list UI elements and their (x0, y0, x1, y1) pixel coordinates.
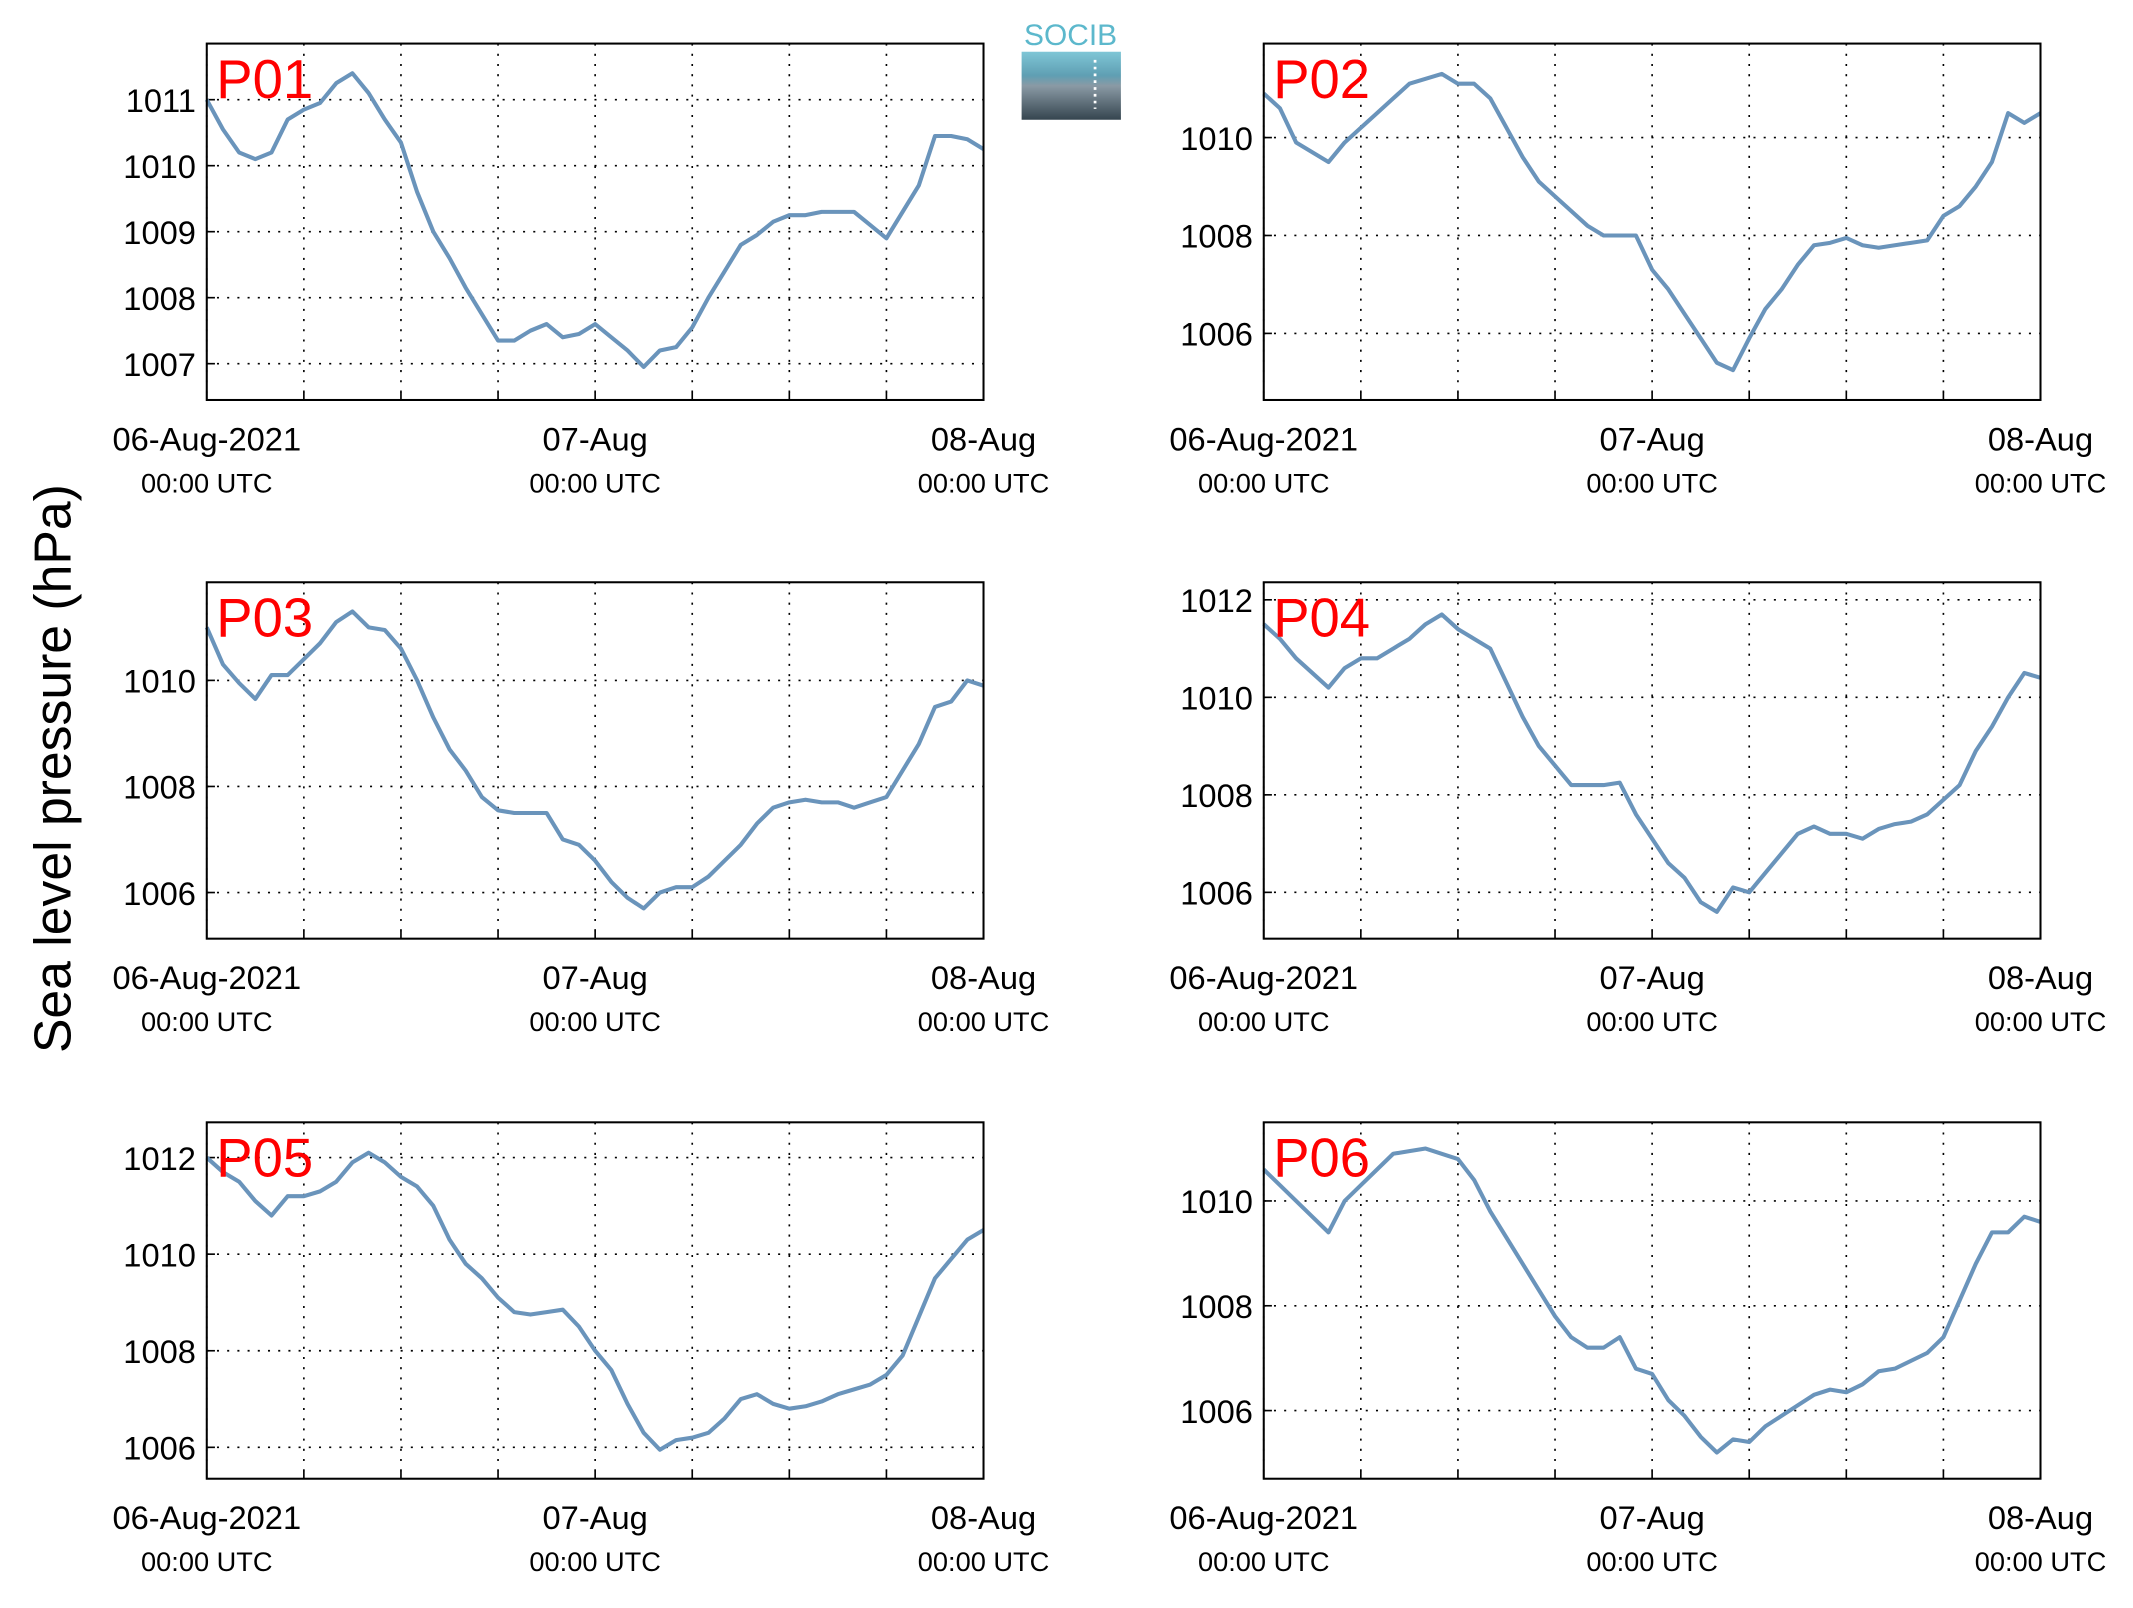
subplot: 1007 1008 1009 1010 1011 06-Aug-2021 00:00 UTC… (112, 42, 1049, 498)
line-series (1262, 71, 2042, 373)
x-tick-sublabel: 00:00 UTC (1586, 467, 1717, 498)
x-tick-label: 06-Aug-2021 (112, 1499, 301, 1536)
x-tick-label: 08-Aug (1988, 420, 2093, 457)
y-tick-label: 1008 (123, 769, 196, 806)
x-tick-label: 06-Aug-2021 (1169, 420, 1358, 457)
y-tick-label: 1006 (1180, 875, 1253, 912)
y-tick-label: 1006 (1180, 1393, 1253, 1430)
panel-title: P06 (1273, 1128, 1370, 1189)
y-tick-label: 1008 (123, 1333, 196, 1370)
subplot: 1006 1008 1010 06-Aug-2021 00:00 UTC 07-Aug 00… (112, 581, 1049, 1037)
x-tick-label: 07-Aug (1600, 959, 1705, 996)
x-tick-label: 06-Aug-2021 (1169, 959, 1358, 996)
x-tick-sublabel: 00:00 UTC (918, 467, 1049, 498)
y-tick-label: 1010 (123, 663, 196, 700)
logo-text: SOCIB (1024, 19, 1117, 52)
x-tick-label: 07-Aug (543, 959, 648, 996)
subplot: 1006 1008 1010 06-Aug-2021 00:00 UTC 07-Aug 00… (1169, 1121, 2106, 1577)
line-series (1262, 612, 2042, 914)
x-tick-sublabel: 00:00 UTC (1198, 467, 1329, 498)
x-tick-label: 07-Aug (543, 1499, 648, 1536)
y-tick-label: 1007 (123, 346, 196, 383)
y-tick-label: 1006 (123, 1430, 196, 1467)
y-tick-label: 1010 (1180, 120, 1253, 157)
x-tick-label: 08-Aug (931, 420, 1036, 457)
plot-frame (1262, 581, 2042, 940)
x-tick-sublabel: 00:00 UTC (1975, 1006, 2106, 1037)
line-series (204, 71, 985, 370)
y-tick-label: 1012 (123, 1140, 196, 1177)
y-tick-label: 1010 (123, 1236, 196, 1273)
panel-title: P05 (216, 1128, 313, 1189)
y-tick-label: 1010 (1180, 680, 1253, 717)
x-tick-sublabel: 00:00 UTC (1198, 1006, 1329, 1037)
logo: SOCIB (1021, 19, 1121, 120)
y-tick-label: 1008 (1180, 218, 1253, 255)
y-axis-label: Sea level pressure (hPa) (24, 484, 82, 1053)
y-tick-label: 1006 (123, 875, 196, 912)
panel-title: P04 (1273, 588, 1370, 649)
x-tick-label: 06-Aug-2021 (1169, 1499, 1358, 1536)
x-tick-label: 08-Aug (931, 1499, 1036, 1536)
x-tick-sublabel: 00:00 UTC (1975, 1546, 2106, 1577)
plot-frame (205, 1121, 985, 1480)
panel-title: P02 (1273, 49, 1370, 110)
x-tick-sublabel: 00:00 UTC (529, 1006, 660, 1037)
plot-frame (1262, 42, 2042, 402)
x-tick-sublabel: 00:00 UTC (918, 1546, 1049, 1577)
y-tick-label: 1008 (123, 280, 196, 317)
subplot: 1006 1008 1010 06-Aug-2021 00:00 UTC 07-Aug 00… (1169, 42, 2106, 498)
x-tick-label: 08-Aug (1988, 959, 2093, 996)
x-tick-label: 07-Aug (1600, 420, 1705, 457)
panel-title: P03 (216, 588, 313, 649)
x-tick-label: 07-Aug (543, 420, 648, 457)
plot-frame (1262, 1121, 2042, 1480)
x-tick-sublabel: 00:00 UTC (1586, 1546, 1717, 1577)
y-tick-label: 1008 (1180, 1288, 1253, 1325)
x-tick-sublabel: 00:00 UTC (141, 467, 272, 498)
plot-frame (205, 42, 985, 402)
y-tick-label: 1010 (1180, 1183, 1253, 1220)
x-tick-sublabel: 00:00 UTC (141, 1546, 272, 1577)
y-tick-label: 1009 (123, 214, 196, 251)
x-tick-label: 06-Aug-2021 (112, 959, 301, 996)
x-tick-sublabel: 00:00 UTC (141, 1006, 272, 1037)
x-tick-label: 06-Aug-2021 (112, 420, 301, 457)
x-tick-sublabel: 00:00 UTC (1975, 467, 2106, 498)
y-tick-label: 1010 (123, 148, 196, 185)
logo-box (1021, 51, 1121, 120)
line-series (204, 609, 985, 911)
x-tick-label: 08-Aug (1988, 1499, 2093, 1536)
subplot: 1006 1008 1010 1012 06-Aug-2021 00:00 UTC 07-A… (112, 1121, 1049, 1577)
x-tick-sublabel: 00:00 UTC (1198, 1546, 1329, 1577)
x-tick-sublabel: 00:00 UTC (918, 1006, 1049, 1037)
y-tick-label: 1006 (1180, 316, 1253, 353)
panel-title: P01 (216, 49, 313, 110)
y-tick-label: 1011 (126, 82, 196, 119)
x-tick-label: 08-Aug (931, 959, 1036, 996)
y-tick-label: 1012 (1180, 582, 1253, 619)
plot-frame (205, 581, 985, 940)
x-tick-sublabel: 00:00 UTC (1586, 1006, 1717, 1037)
x-tick-sublabel: 00:00 UTC (529, 467, 660, 498)
x-tick-label: 07-Aug (1600, 1499, 1705, 1536)
x-tick-sublabel: 00:00 UTC (529, 1546, 660, 1577)
line-series (205, 1150, 985, 1452)
y-tick-label: 1008 (1180, 777, 1253, 814)
subplot: 1006 1008 1010 1012 06-Aug-2021 00:00 UTC 07-A… (1169, 581, 2106, 1037)
line-series (1262, 1146, 2042, 1455)
